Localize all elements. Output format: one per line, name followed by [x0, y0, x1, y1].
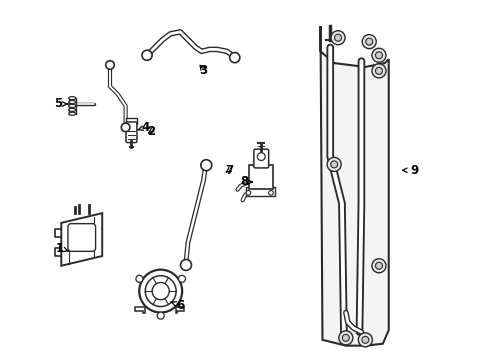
Circle shape [371, 48, 385, 62]
Circle shape [362, 35, 375, 49]
Circle shape [152, 283, 169, 300]
Circle shape [105, 61, 114, 69]
Circle shape [229, 53, 239, 63]
Circle shape [180, 260, 191, 270]
Ellipse shape [68, 104, 76, 108]
Text: 2: 2 [146, 125, 155, 138]
Circle shape [178, 275, 185, 282]
FancyBboxPatch shape [126, 122, 137, 143]
Circle shape [375, 67, 382, 75]
Text: 8: 8 [240, 175, 252, 188]
Circle shape [330, 161, 337, 168]
Circle shape [157, 312, 164, 319]
Circle shape [375, 52, 382, 59]
Text: 1: 1 [55, 242, 69, 255]
Circle shape [375, 262, 382, 269]
Text: 6: 6 [170, 299, 184, 312]
Polygon shape [176, 307, 183, 312]
Circle shape [136, 275, 142, 282]
Ellipse shape [68, 100, 76, 104]
FancyBboxPatch shape [245, 187, 275, 196]
Text: 4: 4 [138, 121, 149, 134]
Circle shape [121, 123, 130, 132]
Circle shape [334, 34, 341, 41]
Ellipse shape [68, 108, 76, 111]
Text: 7: 7 [224, 164, 232, 177]
FancyBboxPatch shape [249, 165, 272, 189]
Circle shape [342, 334, 348, 341]
Circle shape [326, 157, 341, 171]
Ellipse shape [68, 112, 76, 115]
Polygon shape [320, 26, 388, 346]
FancyBboxPatch shape [68, 224, 95, 251]
Text: 5: 5 [54, 98, 68, 111]
Polygon shape [135, 307, 145, 312]
Text: 3: 3 [199, 64, 207, 77]
Circle shape [371, 64, 385, 78]
Circle shape [330, 31, 345, 45]
Circle shape [338, 331, 352, 345]
Circle shape [268, 190, 273, 195]
Circle shape [142, 50, 152, 60]
Circle shape [371, 259, 385, 273]
Circle shape [245, 190, 250, 195]
Circle shape [145, 276, 176, 306]
Polygon shape [61, 213, 102, 266]
Circle shape [201, 160, 211, 171]
Ellipse shape [68, 96, 76, 100]
Circle shape [257, 153, 264, 161]
Circle shape [361, 336, 368, 343]
FancyBboxPatch shape [253, 149, 268, 168]
FancyBboxPatch shape [125, 118, 137, 124]
Text: 9: 9 [402, 164, 417, 177]
Circle shape [139, 270, 182, 312]
Circle shape [358, 333, 371, 347]
Circle shape [365, 38, 372, 45]
